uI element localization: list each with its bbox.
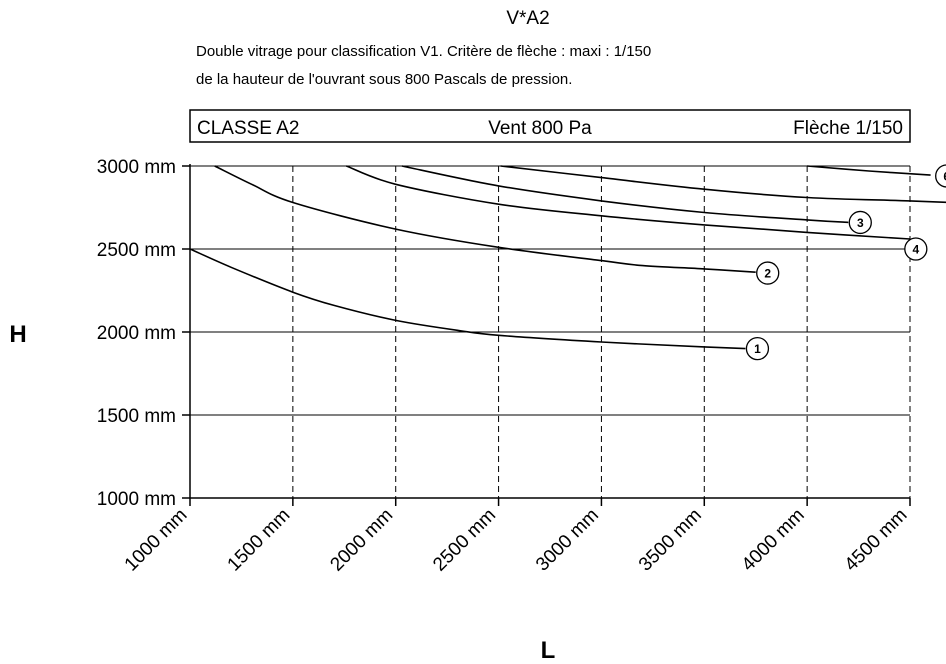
x-tick-label: 1000 mm: [121, 505, 192, 576]
series-badge-circle-1: [745, 336, 770, 361]
series-line-4: [346, 165, 911, 240]
series: [190, 165, 946, 350]
series-line-6: [807, 165, 931, 176]
series-line-5: [500, 165, 946, 204]
axes: [182, 164, 911, 506]
header-wind-label: Vent 800 Pa: [488, 118, 592, 139]
series-line-2: [214, 165, 756, 273]
y-axis-label: H: [9, 321, 26, 348]
series-badge-circle-2: [756, 261, 780, 285]
series-badge-label-6: 6: [943, 169, 946, 183]
series-badge-label-4: 4: [912, 243, 919, 257]
badges: 123456: [745, 164, 946, 361]
x-tick-label: 4000 mm: [738, 505, 809, 576]
series-badge-label-2: 2: [764, 267, 771, 281]
chart-subtitle-line-2: de la hauteur de l'ouvrant sous 800 Pasc…: [196, 71, 572, 88]
series-badge-circle-6: [935, 164, 946, 188]
series-line-1: [190, 248, 746, 350]
series-badge-label-3: 3: [857, 216, 864, 230]
x-tick-label: 2000 mm: [326, 505, 397, 576]
x-tick-label: 4500 mm: [841, 505, 912, 576]
series-badge-label-1: 1: [754, 342, 761, 356]
chart-title: V*A2: [506, 8, 549, 29]
header-box: [189, 109, 911, 143]
x-tick-label: 3500 mm: [635, 505, 706, 576]
header-class-label: CLASSE A2: [197, 118, 299, 139]
y-tick-label: 1000 mm: [97, 489, 176, 510]
series-badge-circle-4: [904, 237, 928, 261]
y-tick-label: 2000 mm: [97, 323, 176, 344]
x-tick-label: 2500 mm: [429, 505, 500, 576]
x-tick-label: 1500 mm: [224, 505, 295, 576]
series-line-3: [401, 165, 849, 224]
y-tick-label: 3000 mm: [97, 157, 176, 178]
y-tick-label: 2500 mm: [97, 240, 176, 261]
series-badge-circle-3: [848, 210, 872, 235]
chart-subtitle-line-1: Double vitrage pour classification V1. C…: [196, 43, 651, 60]
tick-labels: 1000 mm 1500 mm 2000 mm 2500 mm 3000 mm 1000 …: [97, 157, 912, 576]
x-tick-label: 3000 mm: [532, 505, 603, 576]
header-deflection-label: Flèche 1/150: [793, 118, 903, 139]
y-tick-label: 1500 mm: [97, 406, 176, 427]
grid: [190, 165, 911, 498]
x-axis-label: L: [541, 637, 556, 664]
